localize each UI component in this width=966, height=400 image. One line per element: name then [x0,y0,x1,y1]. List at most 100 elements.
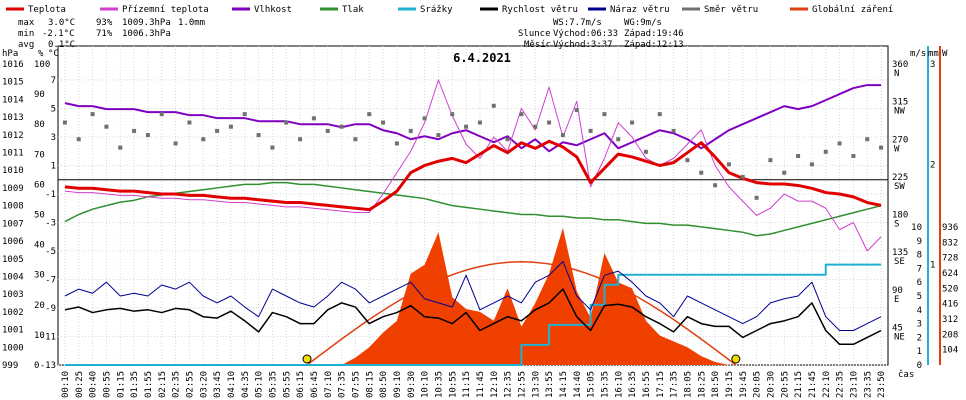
wind-dir-point [367,112,372,117]
radiation-area [64,227,882,365]
x-axis-label: čas [898,369,914,380]
wind-dir-point [464,124,469,129]
wind-dir-point [76,137,81,142]
axis-w-tick: 832 [942,238,958,248]
sun-rise: Východ:06:33 [553,29,618,39]
axis-pct-tick: 90 [34,90,45,100]
axis-dir-tick: 315 [892,98,908,108]
axis-hpa-tick: 999 [2,361,18,371]
axis-dir-letter: W [894,144,900,154]
axis-hpa-tick: 1012 [2,131,24,141]
axis-dir-tick: 135 [892,248,908,258]
stat-min-press: 1006.3hPa [122,29,171,39]
axis-hpa-tick: 1007 [2,219,24,229]
axis-pct-tick: 10 [34,331,45,341]
wind-dir-point [450,112,455,117]
wind-dir-point [242,112,247,117]
legend-label: Rychlost větru [502,5,578,15]
stat-min-label: min [18,29,34,39]
axis-dir-letter: SW [894,182,905,192]
x-tick-label: 17:35 [670,371,680,398]
wind-dir-point [713,183,718,188]
legend-label: Směr větru [704,5,758,15]
x-tick-label: 02:15 [158,371,168,398]
radiation-area-fill [64,227,882,365]
x-tick-label: 00:10 [61,371,71,398]
sun-label: Slunce [518,29,551,39]
legend-label: Náraz větru [610,5,670,15]
wind-dir-point [879,145,884,150]
wind-dir-point [187,120,192,125]
wind-dir-point [768,158,773,163]
x-tick-label: 12:55 [517,371,527,398]
x-tick-label: 10:10 [421,371,431,398]
axis-mm-tick: 3 [930,60,935,70]
wind-dir-point [298,137,303,142]
x-tick-label: 03:45 [213,371,223,398]
axis-ms-tick: 3 [917,320,922,330]
sun-curve [302,261,741,366]
axis-ms-tick: 8 [917,251,922,261]
wind-gust-line [64,261,882,331]
axis-w-tick: 520 [942,284,958,294]
stat-avg-temp: 0.1°C [48,40,75,50]
wind-dir-point [823,149,828,154]
humidity-line [64,84,882,153]
x-tick-label: 07:35 [338,371,348,398]
x-tick-label: 19:45 [739,371,749,398]
wind-dir-point [201,137,206,142]
wind-speed-line [64,288,882,346]
axis-dir-tick: 45 [892,323,903,333]
axis-dir-letter: NW [894,107,905,117]
legend-label: Tlak [342,5,364,15]
wind-dir-point [311,116,316,121]
wind-dir-point [726,162,731,167]
wind-dir-point [671,128,676,133]
x-tick-label: 22:35 [836,371,846,398]
axis-degc-tick: 1 [51,162,56,172]
wind-dir-point [685,158,690,163]
axis-ms-tick: 10 [911,223,922,233]
axis-hpa-tick: 1014 [2,95,24,105]
wind-dir-point [519,112,524,117]
axis-ms-tick: 2 [917,333,922,343]
wind-dir-point [477,120,482,125]
ground-temp-line [64,79,882,252]
axis-w-unit: W [942,49,948,59]
axis-dir-letter: E [894,295,899,305]
wind-dir-point [782,170,787,175]
wind-dir-point [173,141,178,146]
x-tick-label: 00:25 [75,371,85,398]
axis-mm-tick: 1 [930,261,935,271]
x-tick-label: 02:35 [172,371,182,398]
axis-pct-tick: 50 [34,211,45,221]
axis-dir-tick: 360 [892,60,908,70]
axis-hpa-tick: 1011 [2,149,24,159]
x-tick-label: 05:55 [282,371,292,398]
wind-dir-point [616,137,621,142]
legend-label: Teplota [28,5,66,15]
axis-hpa-tick: 1015 [2,78,24,88]
x-tick-label: 11:45 [476,371,486,398]
wind-dir-point [533,124,538,129]
wind-dir-point [132,128,137,133]
axis-pct-tick: 20 [34,301,45,311]
stat-min-temp: -2.1°C [42,29,75,39]
axis-degc-tick: -9 [45,304,56,314]
wind-dir-point [215,128,220,133]
axis-dir-tick: 180 [892,211,908,221]
sunrise-marker [302,354,312,364]
wind-dir-point [422,116,427,121]
axis-dir-tick: 90 [892,286,903,296]
axis-degc-tick: -13 [40,361,56,371]
axis-ms-tick: 5 [917,292,922,302]
x-tick-label: 10:55 [448,371,458,398]
legend: Teplota Přízemní teplota Vlhkost Tlak Srážky… [6,5,893,15]
wind-dir-point [381,120,386,125]
stat-avg-label: avg [18,40,34,50]
sun-path-curve [306,261,737,366]
axis-pct-tick: 70 [34,150,45,160]
x-tick-label: 01:35 [130,371,140,398]
x-tick-label: 08:50 [379,371,389,398]
